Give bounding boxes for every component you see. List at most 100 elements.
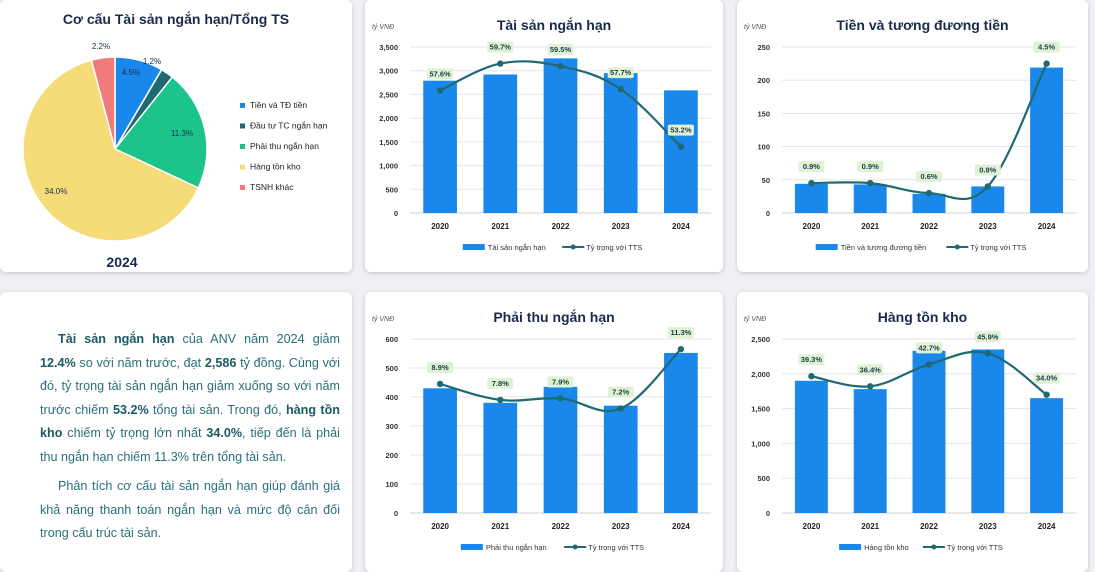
x-tick-label: 2021 bbox=[491, 522, 509, 531]
pie-chart: Cơ cấu Tài sản ngắn hạn/Tổng TS 4.5%1.2% 1… bbox=[22, 10, 328, 270]
ratio-label: 0.9% bbox=[803, 162, 820, 171]
bar bbox=[853, 184, 887, 213]
ratio-point bbox=[497, 396, 504, 404]
y-tick-label: 2,000 bbox=[379, 114, 398, 123]
bar bbox=[971, 349, 1005, 513]
y-tick-label: 1,000 bbox=[379, 162, 398, 171]
legend-swatch bbox=[240, 185, 245, 190]
y-tick-label: 0 bbox=[766, 209, 770, 218]
legend-bar-label: Phải thu ngắn hạn bbox=[486, 543, 547, 552]
legend-line-label: Tỷ trọng với TTS bbox=[588, 543, 644, 552]
ratio-label-bg bbox=[857, 161, 884, 173]
x-tick-label: 2022 bbox=[552, 222, 570, 231]
analysis-paragraph-2: Phân tích cơ cấu tài sản ngắn hạn giúp đ… bbox=[40, 479, 340, 540]
y-tick-label: 500 bbox=[757, 474, 770, 483]
combo-chart-tai-san-ngan-han: Tài sản ngắn hạn tỷ VNĐ 0 500 1,000 1,500 2,00… bbox=[372, 16, 711, 252]
ratio-label: 0.9% bbox=[862, 162, 879, 171]
legend-swatch bbox=[240, 123, 245, 129]
y-tick-label: 2,000 bbox=[751, 370, 770, 379]
ratio-label-bg bbox=[798, 354, 825, 366]
analysis-text-card: Tài sản ngắn hạn của ANV năm 2024 giảm 1… bbox=[0, 292, 352, 572]
ratio-label-bg bbox=[427, 68, 454, 80]
legend-swatch bbox=[240, 103, 245, 108]
ratio-point bbox=[436, 380, 444, 388]
legend-line-label: Tỷ trọng với TTS bbox=[586, 243, 642, 252]
y-tick-label: 250 bbox=[757, 43, 770, 52]
legend-bar-swatch bbox=[460, 544, 483, 550]
ratio-label: 59.5% bbox=[550, 45, 572, 54]
ratio-label: 57.7% bbox=[610, 68, 632, 77]
combo-chart-tien-tuong-duong: Tiền và tương đương tiền tỷ VNĐ 0 50 100 150 2… bbox=[744, 17, 1076, 252]
ratio-point bbox=[617, 85, 624, 93]
bar bbox=[912, 350, 946, 513]
x-tick-label: 2020 bbox=[431, 222, 449, 231]
pie-slice-label: 2.2% bbox=[92, 42, 110, 51]
ratio-label: 7.8% bbox=[492, 379, 509, 388]
y-tick-label: 2,500 bbox=[379, 90, 398, 99]
ratio-point bbox=[497, 60, 504, 67]
ratio-label-bg bbox=[667, 327, 694, 339]
x-tick-label: 2020 bbox=[431, 522, 449, 531]
ratio-label-bg bbox=[547, 44, 574, 56]
legend-line-marker bbox=[572, 544, 578, 550]
y-tick-label: 1,500 bbox=[379, 138, 398, 147]
bar bbox=[483, 402, 518, 513]
y-tick-label: 2,500 bbox=[751, 335, 770, 344]
bar bbox=[423, 80, 457, 213]
highlight-text: Tài sản ngắn hạn bbox=[58, 332, 175, 346]
legend-line-marker bbox=[570, 244, 576, 250]
x-tick-label: 2022 bbox=[920, 222, 938, 231]
ratio-label-bg bbox=[667, 124, 694, 136]
ratio-point bbox=[677, 345, 685, 353]
ratio-label: 39.3% bbox=[801, 355, 823, 364]
bar bbox=[664, 352, 698, 513]
ratio-point bbox=[557, 395, 564, 402]
ratio-point bbox=[677, 143, 685, 150]
ratio-label-bg bbox=[1033, 372, 1060, 384]
ratio-point bbox=[617, 405, 624, 412]
chart-title: Phải thu ngắn hạn bbox=[493, 308, 614, 325]
body-text: so với năm trước, đạt bbox=[75, 355, 205, 370]
bar bbox=[853, 389, 887, 513]
y-tick-label: 300 bbox=[385, 422, 398, 431]
highlight-text: hàng tồn kho bbox=[40, 402, 340, 441]
ratio-point bbox=[1043, 391, 1050, 398]
pie-slice bbox=[22, 59, 200, 242]
chart-card-phai-thu: Phải thu ngắn hạn tỷ VNĐ 0 100 200 300 400 500 6… bbox=[365, 292, 723, 572]
ratio-label: 36.4% bbox=[860, 365, 882, 374]
ratio-point bbox=[808, 179, 815, 187]
pie-slice bbox=[113, 76, 208, 189]
x-tick-label: 2020 bbox=[803, 522, 821, 531]
y-tick-label: 100 bbox=[385, 480, 398, 489]
legend-bar-label: Hàng tồn kho bbox=[864, 543, 909, 552]
highlight-text: 12.4% bbox=[40, 355, 76, 370]
x-tick-label: 2022 bbox=[552, 522, 570, 531]
x-tick-label: 2021 bbox=[861, 222, 879, 231]
ratio-line bbox=[811, 63, 1048, 201]
legend-label: Hàng tồn kho bbox=[250, 162, 301, 172]
legend-line-marker bbox=[954, 244, 960, 250]
legend-line-label: Tỷ trọng với TTS bbox=[947, 543, 1003, 552]
ratio-point bbox=[436, 87, 444, 94]
ratio-label-bg bbox=[607, 386, 634, 398]
y-tick-label: 1,500 bbox=[751, 405, 770, 414]
legend-label: TSNH khác bbox=[250, 182, 294, 192]
pie-slice-label: 4.5% bbox=[122, 68, 140, 77]
bar bbox=[423, 388, 457, 513]
ratio-label-bg bbox=[427, 361, 454, 373]
body-text: tổng tài sản. Trong đó, bbox=[148, 402, 286, 417]
y-tick-label: 1,000 bbox=[751, 439, 770, 448]
x-tick-label: 2021 bbox=[861, 522, 879, 531]
ratio-label-bg bbox=[916, 171, 942, 183]
ratio-label: 53.2% bbox=[670, 126, 692, 135]
body-text: tỷ đồng. Cùng với đó, tỷ trọng tài sản n… bbox=[40, 355, 340, 417]
ratio-label: 7.2% bbox=[612, 388, 629, 397]
legend-bar-swatch bbox=[462, 244, 485, 250]
body-text: , tiếp đến là phải thu ngắn hạn chiếm 11… bbox=[40, 426, 340, 464]
ratio-point bbox=[984, 350, 991, 357]
ratio-point bbox=[808, 373, 815, 380]
legend-bar-label: Tài sản ngắn hạn bbox=[488, 243, 546, 252]
y-tick-label: 200 bbox=[385, 451, 398, 460]
x-tick-label: 2024 bbox=[672, 522, 690, 531]
chart-card-tien-tuong-duong: Tiền và tương đương tiền tỷ VNĐ 0 50 100 150 2… bbox=[737, 0, 1088, 272]
